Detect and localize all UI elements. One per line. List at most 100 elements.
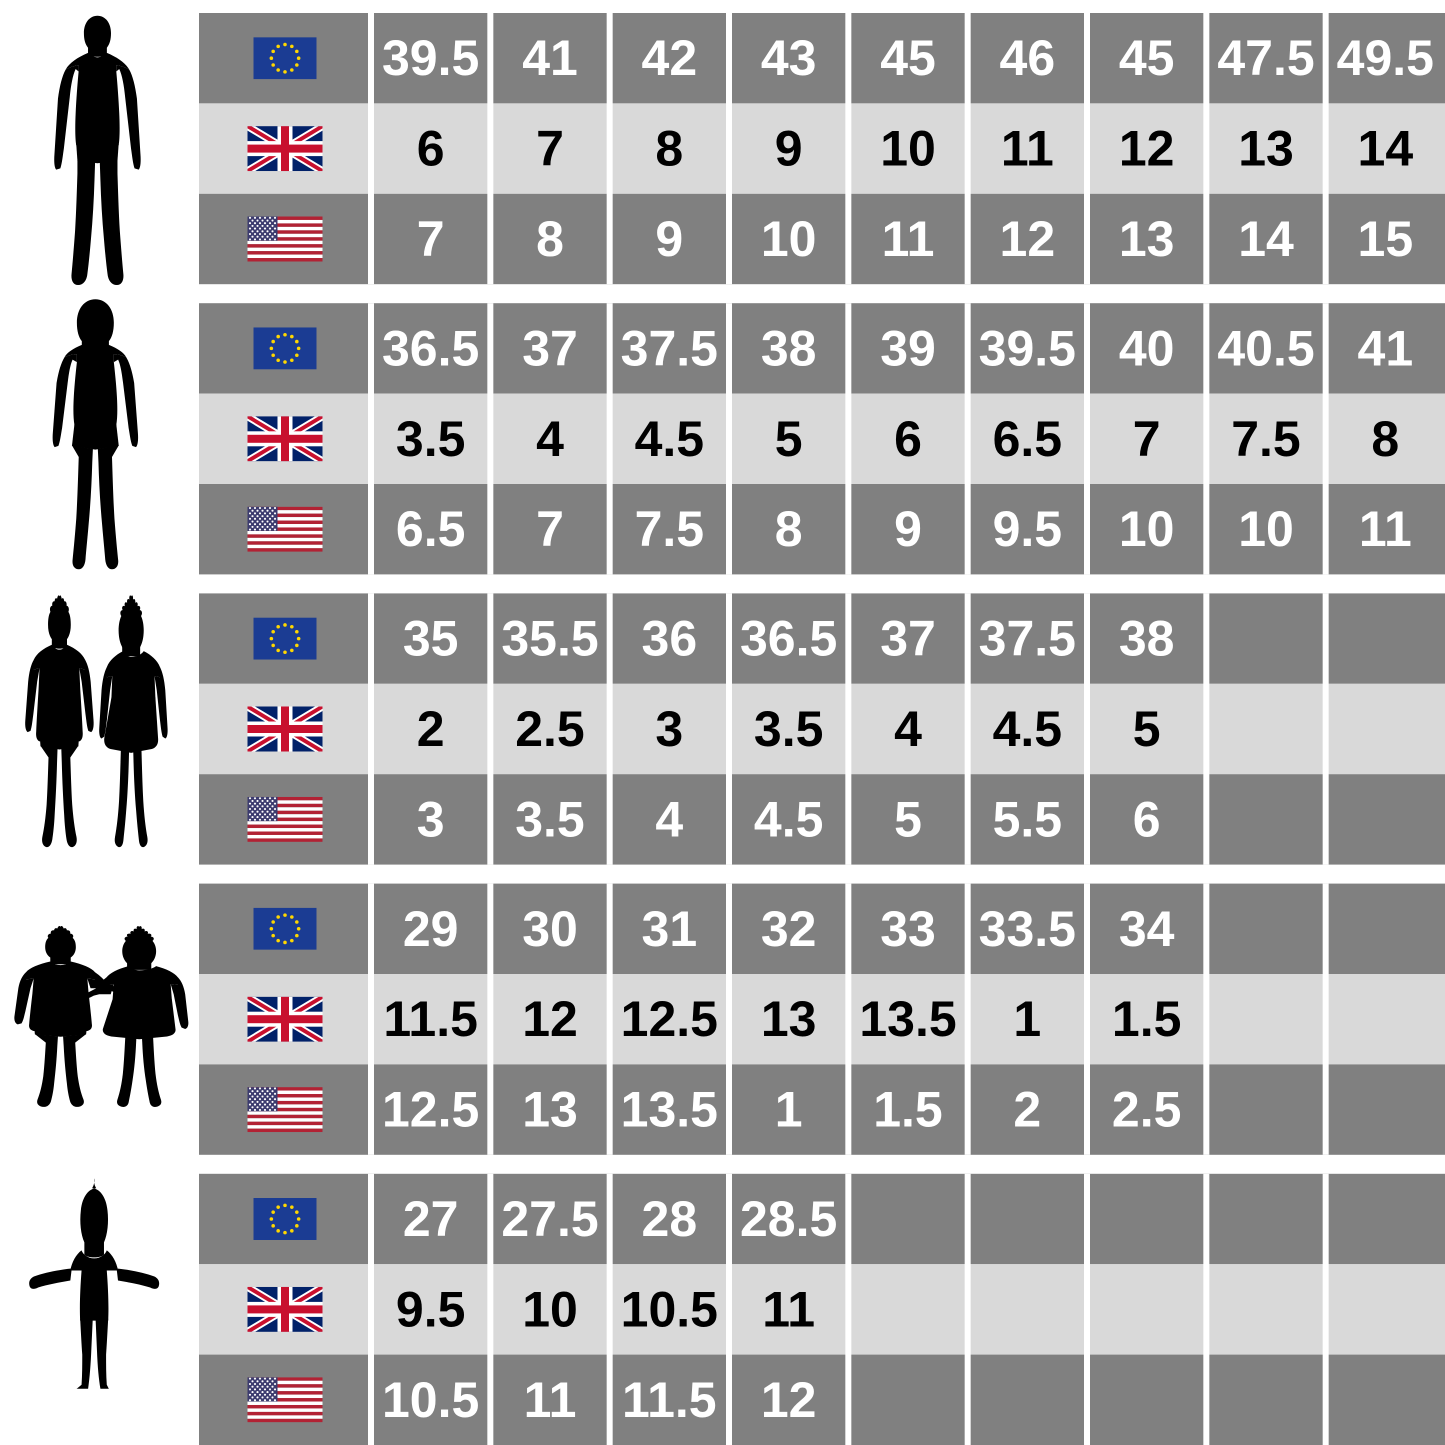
svg-text:27.5: 27.5 bbox=[501, 1191, 598, 1247]
svg-text:35: 35 bbox=[403, 611, 459, 667]
svg-text:2: 2 bbox=[417, 701, 445, 757]
svg-text:37.5: 37.5 bbox=[621, 320, 718, 376]
svg-text:15: 15 bbox=[1358, 211, 1414, 267]
svg-text:1.5: 1.5 bbox=[1112, 991, 1182, 1047]
svg-text:9.5: 9.5 bbox=[396, 1281, 466, 1337]
svg-text:13: 13 bbox=[1119, 211, 1175, 267]
svg-text:9: 9 bbox=[894, 501, 922, 557]
svg-text:7.5: 7.5 bbox=[635, 501, 705, 557]
svg-text:10: 10 bbox=[880, 121, 936, 177]
svg-text:6.5: 6.5 bbox=[396, 501, 466, 557]
svg-text:1.5: 1.5 bbox=[873, 1082, 943, 1138]
svg-text:7.5: 7.5 bbox=[1231, 411, 1301, 467]
svg-text:5: 5 bbox=[775, 411, 803, 467]
svg-text:1: 1 bbox=[775, 1082, 803, 1138]
svg-text:28: 28 bbox=[642, 1191, 698, 1247]
svg-text:11: 11 bbox=[1359, 501, 1412, 557]
svg-text:6: 6 bbox=[1133, 791, 1161, 847]
svg-text:37: 37 bbox=[522, 320, 578, 376]
svg-text:11: 11 bbox=[762, 1281, 815, 1337]
svg-text:6: 6 bbox=[417, 121, 445, 177]
svg-text:28.5: 28.5 bbox=[740, 1191, 837, 1247]
svg-text:8: 8 bbox=[536, 211, 564, 267]
svg-text:3.5: 3.5 bbox=[754, 701, 824, 757]
svg-text:5.5: 5.5 bbox=[993, 791, 1063, 847]
svg-text:4: 4 bbox=[894, 701, 922, 757]
svg-text:4: 4 bbox=[655, 791, 683, 847]
svg-text:33: 33 bbox=[880, 901, 936, 957]
svg-text:13: 13 bbox=[522, 1082, 578, 1138]
svg-text:14: 14 bbox=[1358, 121, 1414, 177]
svg-text:45: 45 bbox=[1119, 30, 1175, 86]
svg-text:49.5: 49.5 bbox=[1337, 30, 1434, 86]
svg-text:34: 34 bbox=[1119, 901, 1175, 957]
svg-text:30: 30 bbox=[522, 901, 578, 957]
svg-text:4: 4 bbox=[536, 411, 564, 467]
svg-text:1: 1 bbox=[1013, 991, 1041, 1047]
svg-text:40.5: 40.5 bbox=[1217, 320, 1314, 376]
svg-text:35.5: 35.5 bbox=[501, 611, 598, 667]
svg-text:12: 12 bbox=[1000, 211, 1056, 267]
svg-text:42: 42 bbox=[642, 30, 698, 86]
svg-text:4.5: 4.5 bbox=[635, 411, 705, 467]
svg-text:7: 7 bbox=[1133, 411, 1161, 467]
svg-text:12.5: 12.5 bbox=[382, 1082, 479, 1138]
svg-text:37.5: 37.5 bbox=[979, 611, 1076, 667]
svg-text:5: 5 bbox=[894, 791, 922, 847]
svg-text:7: 7 bbox=[536, 501, 564, 557]
svg-text:41: 41 bbox=[522, 30, 578, 86]
svg-text:36.5: 36.5 bbox=[740, 611, 837, 667]
svg-text:31: 31 bbox=[642, 901, 698, 957]
svg-text:13.5: 13.5 bbox=[621, 1082, 718, 1138]
svg-text:47.5: 47.5 bbox=[1217, 30, 1314, 86]
svg-text:37: 37 bbox=[880, 611, 936, 667]
svg-text:2.5: 2.5 bbox=[1112, 1082, 1182, 1138]
svg-text:46: 46 bbox=[1000, 30, 1056, 86]
svg-text:38: 38 bbox=[1119, 611, 1175, 667]
svg-text:9: 9 bbox=[775, 121, 803, 177]
svg-text:6.5: 6.5 bbox=[993, 411, 1063, 467]
svg-text:27: 27 bbox=[403, 1191, 459, 1247]
svg-text:41: 41 bbox=[1358, 320, 1414, 376]
svg-text:13: 13 bbox=[1238, 121, 1294, 177]
svg-text:36: 36 bbox=[642, 611, 698, 667]
svg-text:36.5: 36.5 bbox=[382, 320, 479, 376]
svg-text:11: 11 bbox=[882, 211, 935, 267]
svg-text:10.5: 10.5 bbox=[382, 1372, 479, 1428]
svg-text:39.5: 39.5 bbox=[382, 30, 479, 86]
svg-text:7: 7 bbox=[417, 211, 445, 267]
svg-text:33.5: 33.5 bbox=[979, 901, 1076, 957]
svg-text:6: 6 bbox=[894, 411, 922, 467]
svg-text:8: 8 bbox=[655, 121, 683, 177]
svg-text:10.5: 10.5 bbox=[621, 1281, 718, 1337]
svg-text:40: 40 bbox=[1119, 320, 1175, 376]
svg-text:5: 5 bbox=[1133, 701, 1161, 757]
svg-text:11: 11 bbox=[524, 1372, 577, 1428]
svg-text:13: 13 bbox=[761, 991, 817, 1047]
svg-text:32: 32 bbox=[761, 901, 817, 957]
svg-text:10: 10 bbox=[1119, 501, 1175, 557]
svg-text:12: 12 bbox=[761, 1372, 817, 1428]
svg-text:12.5: 12.5 bbox=[621, 991, 718, 1047]
svg-text:10: 10 bbox=[522, 1281, 578, 1337]
svg-text:12: 12 bbox=[1119, 121, 1175, 177]
svg-text:39: 39 bbox=[880, 320, 936, 376]
svg-text:2: 2 bbox=[1013, 1082, 1041, 1138]
svg-text:10: 10 bbox=[1238, 501, 1294, 557]
svg-text:2.5: 2.5 bbox=[515, 701, 585, 757]
svg-text:9: 9 bbox=[655, 211, 683, 267]
svg-text:13.5: 13.5 bbox=[859, 991, 956, 1047]
svg-text:7: 7 bbox=[536, 121, 564, 177]
svg-text:38: 38 bbox=[761, 320, 817, 376]
svg-text:11.5: 11.5 bbox=[383, 991, 478, 1047]
svg-text:3.5: 3.5 bbox=[396, 411, 466, 467]
svg-text:3: 3 bbox=[417, 791, 445, 847]
svg-text:8: 8 bbox=[775, 501, 803, 557]
svg-text:14: 14 bbox=[1238, 211, 1294, 267]
svg-text:4.5: 4.5 bbox=[754, 791, 824, 847]
svg-text:29: 29 bbox=[403, 901, 459, 957]
svg-text:9.5: 9.5 bbox=[993, 501, 1063, 557]
svg-text:8: 8 bbox=[1371, 411, 1399, 467]
svg-text:39.5: 39.5 bbox=[979, 320, 1076, 376]
svg-text:4.5: 4.5 bbox=[993, 701, 1063, 757]
